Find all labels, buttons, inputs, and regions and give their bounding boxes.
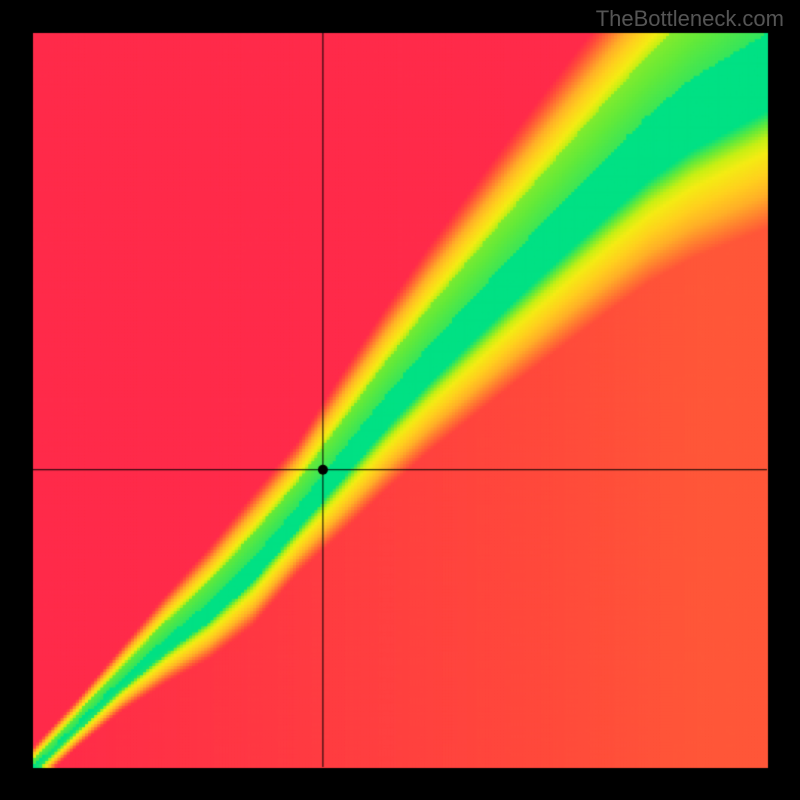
chart-container: TheBottleneck.com <box>0 0 800 800</box>
heatmap-canvas <box>0 0 800 800</box>
watermark-label: TheBottleneck.com <box>596 6 784 32</box>
